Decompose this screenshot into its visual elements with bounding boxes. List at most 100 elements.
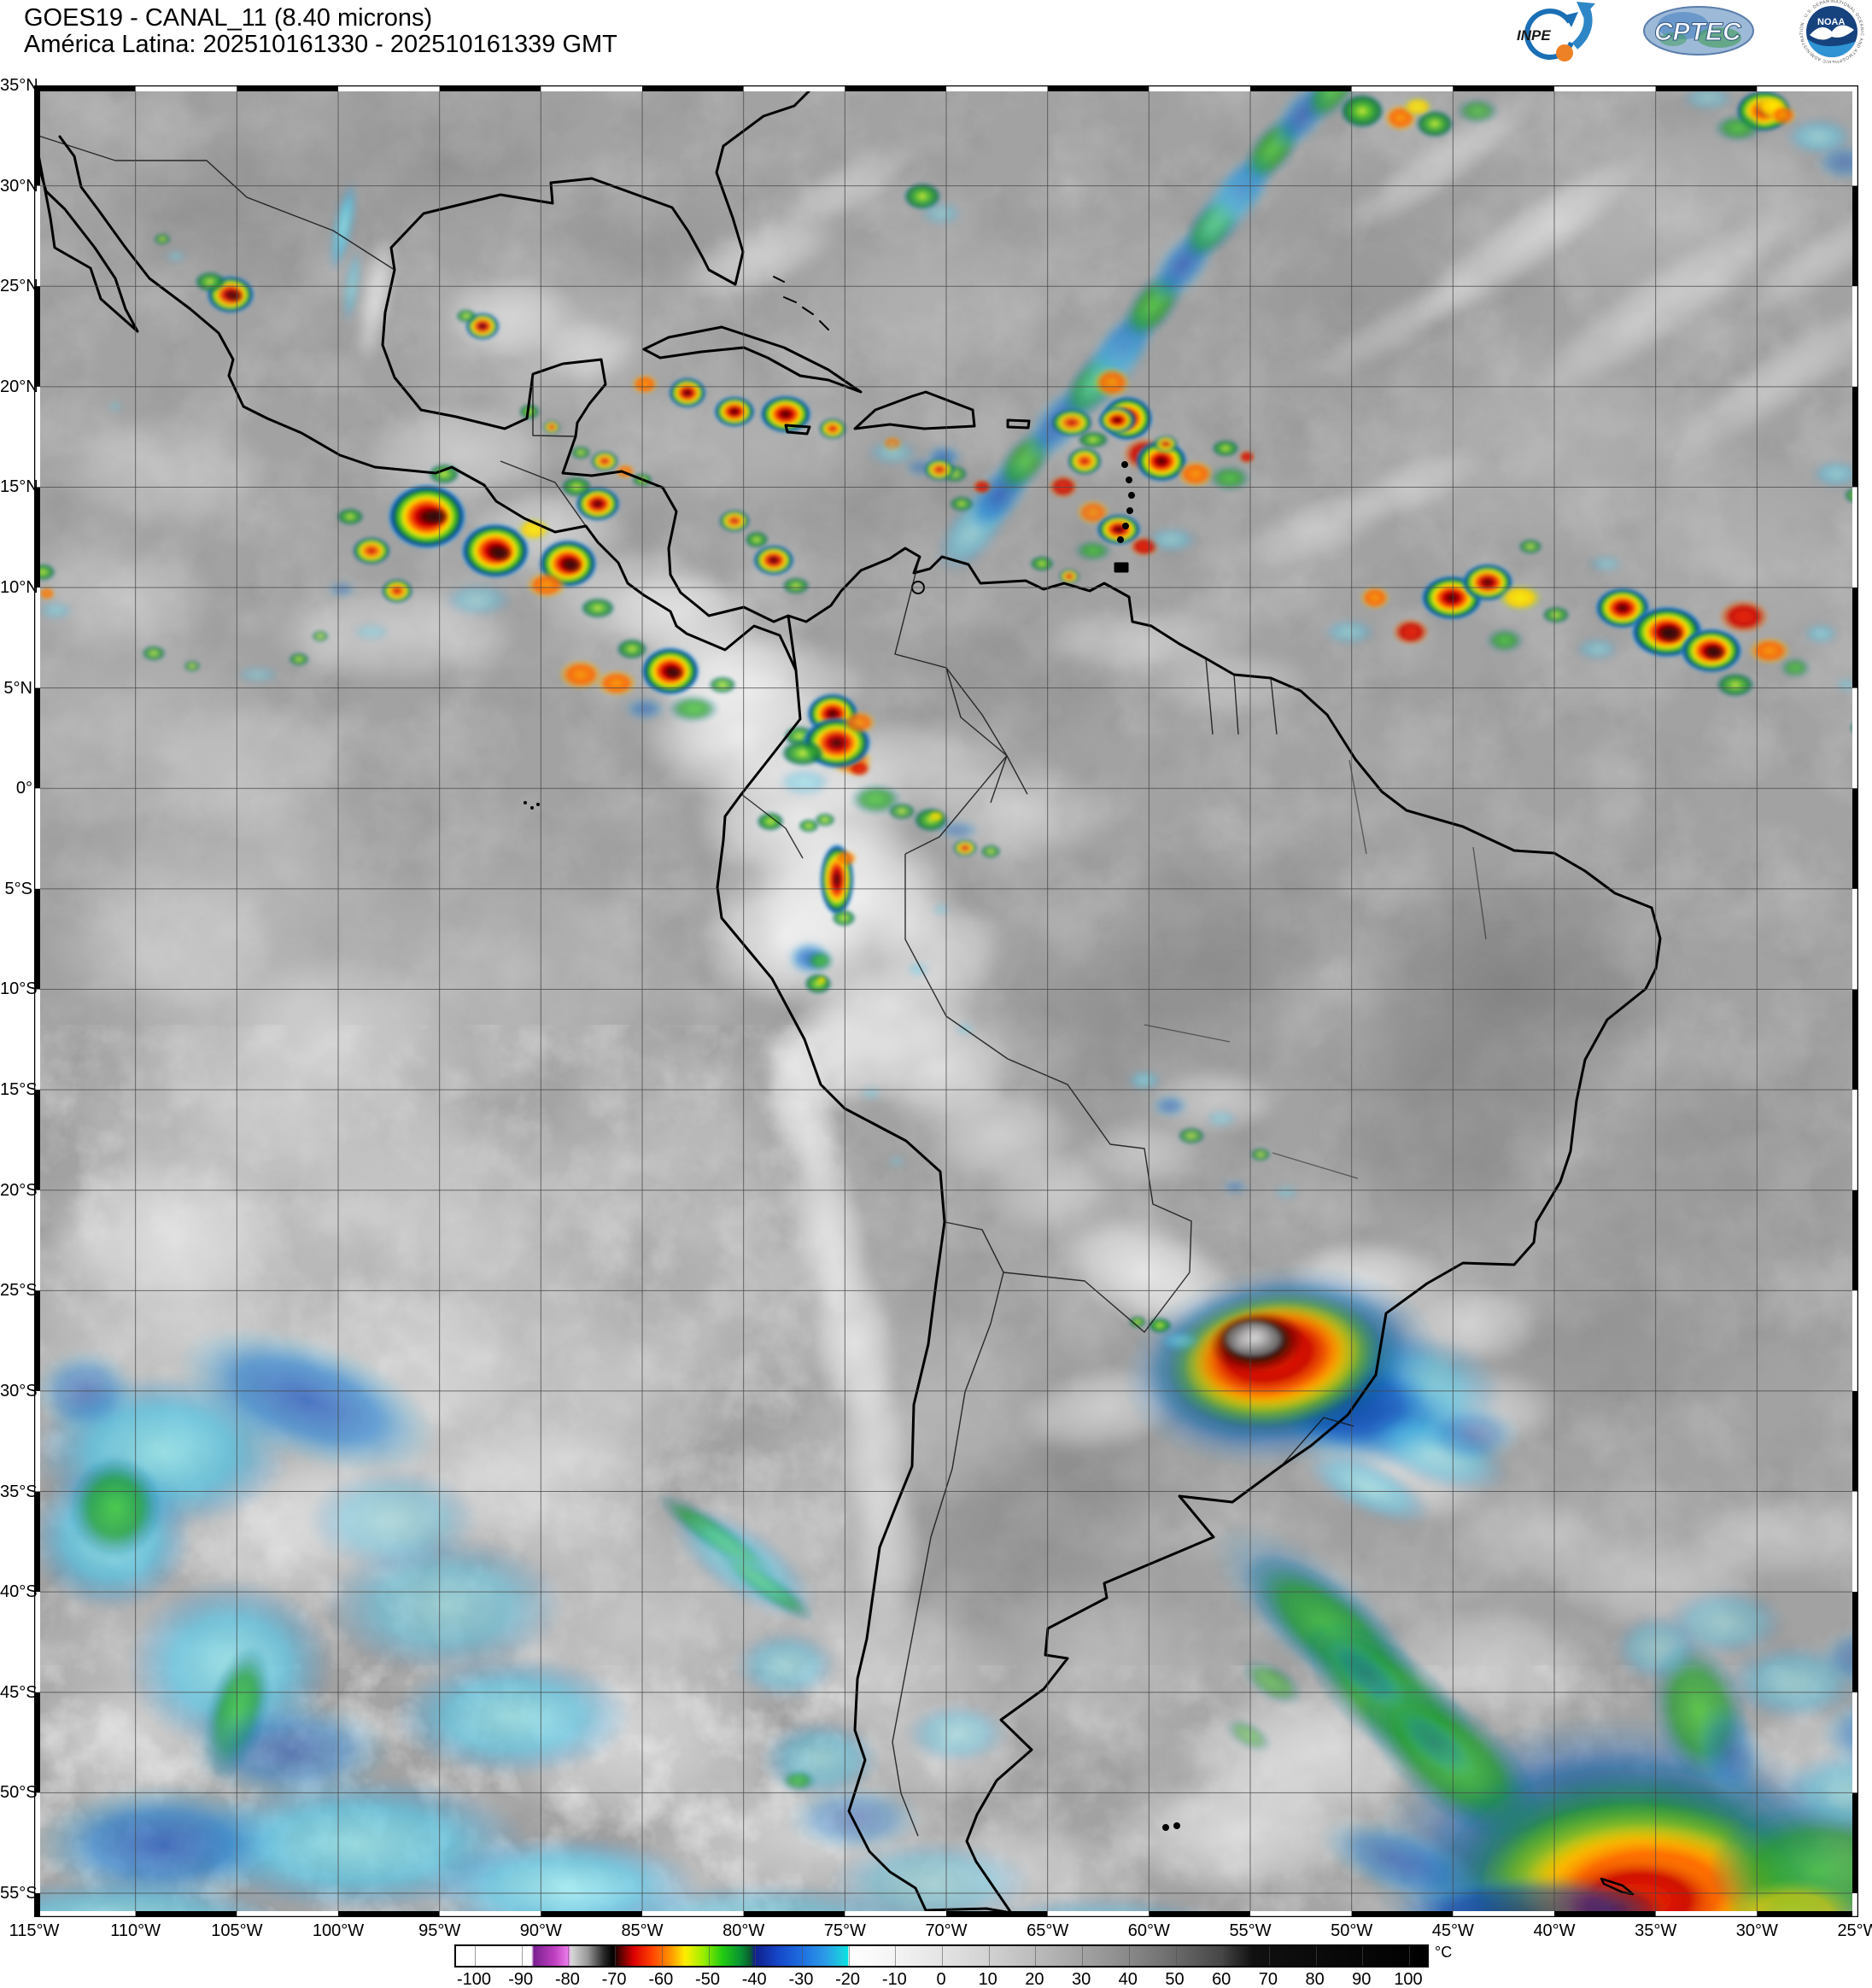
colorbar-tick xyxy=(1268,1946,1270,1966)
frame-segment xyxy=(1047,1911,1150,1917)
cloud-feature-gr xyxy=(1225,1718,1272,1752)
cloud-feature-cy xyxy=(307,1469,478,1571)
border-peru-brazil xyxy=(904,854,1009,1060)
coastline-jamaica xyxy=(784,424,811,436)
colorbar-tick-label: 100 xyxy=(1394,1970,1423,1988)
cloud-feature-gr xyxy=(1208,465,1251,491)
cloud-feature-st xyxy=(1097,514,1141,545)
cloud-feature-cy xyxy=(1206,1110,1237,1127)
frame-segment xyxy=(34,588,40,688)
coastline-layer xyxy=(34,85,1662,1915)
colorbar-tick xyxy=(848,1946,850,1966)
cloud-feature-rd xyxy=(1718,599,1770,634)
frame-segment xyxy=(1453,85,1555,91)
cloud-feature-bl xyxy=(1419,1405,1522,1465)
frame-segment xyxy=(34,1390,40,1492)
cloud-feature-gr xyxy=(1780,658,1811,678)
frame-segment xyxy=(1852,1892,1858,1917)
cloud-feature-gr xyxy=(668,695,719,722)
cloud-feature-bl xyxy=(1819,1697,1858,1770)
frame-segment xyxy=(34,1090,40,1190)
lat-label: 25°S xyxy=(0,1281,38,1301)
cloud-feature-yl xyxy=(927,810,945,822)
agency-logos: INPE CPTEC NOAA NATIONAL OCEANIC AND ATM… xyxy=(1517,0,1864,63)
frame-segment xyxy=(338,85,440,91)
lat-label: 0° xyxy=(15,779,32,798)
colorbar-tick xyxy=(755,1946,757,1966)
frame-segment xyxy=(1047,85,1150,91)
cloud-feature-bl xyxy=(177,1327,438,1474)
lat-label: 20°S xyxy=(0,1180,38,1200)
cloud-feature-dg xyxy=(299,102,572,222)
cloud-feature-cg xyxy=(799,819,819,833)
frame-segment xyxy=(845,1911,947,1917)
frame-segment xyxy=(642,1911,744,1917)
lon-label: 45°W xyxy=(1431,1921,1474,1940)
cloud-feature-cy xyxy=(1576,638,1618,660)
cloud-feature-cy xyxy=(393,1657,632,1776)
colorbar-tick xyxy=(661,1946,663,1966)
colorbar-tick-label: 30 xyxy=(1071,1970,1091,1988)
cloud-feature-cy xyxy=(325,1537,564,1674)
colorbar-tick xyxy=(942,1946,943,1966)
cloud-feature-cg xyxy=(815,813,835,827)
cloud-feature-cy xyxy=(867,440,918,465)
cloud-feature-wh xyxy=(1231,1336,1252,1350)
colorbar-tick xyxy=(568,1946,570,1966)
cloud-feature-bl xyxy=(1815,143,1858,181)
cloud-feature-cg xyxy=(745,531,769,548)
frame-segment xyxy=(439,1911,541,1917)
cloud-feature-cy xyxy=(1812,460,1858,488)
cloud-feature-wh xyxy=(1085,1119,1204,1187)
cloud-feature-cy xyxy=(427,1836,700,1917)
lon-label: 25°W xyxy=(1837,1921,1872,1940)
lon-label: 50°W xyxy=(1331,1921,1373,1940)
frame-segment xyxy=(946,1911,1048,1917)
border-bolivia-chile-argentina xyxy=(944,1221,1004,1324)
lat-label: 40°S xyxy=(0,1582,38,1602)
colorbar-tick xyxy=(1035,1946,1037,1966)
cloud-feature-cg xyxy=(1717,673,1754,697)
cloud-feature-cv xyxy=(1051,409,1092,436)
cloud-feature-cy xyxy=(1187,155,1272,255)
border-brazil-states xyxy=(1144,759,1487,1179)
cloud-feature-wh xyxy=(1529,214,1785,401)
lat-label: 30°S xyxy=(0,1381,38,1400)
frame-segment xyxy=(1852,1692,1858,1793)
frame-segment xyxy=(1554,85,1656,91)
cloud-feature-cg xyxy=(289,652,309,666)
lon-label: 115°W xyxy=(9,1921,60,1940)
frame-segment xyxy=(34,1290,40,1391)
cloud-feature-st xyxy=(753,545,794,576)
frame-segment xyxy=(34,1792,40,1893)
colorbar-tick-label: -90 xyxy=(508,1970,534,1988)
border-guianas xyxy=(1205,658,1278,735)
falkland-islands xyxy=(1162,1822,1180,1831)
colorbar-tick xyxy=(1175,1946,1177,1966)
frame-segment xyxy=(1149,85,1251,91)
frame-segment xyxy=(1852,989,1858,1090)
colorbar-tick-label: 0 xyxy=(936,1970,946,1988)
lat-label: 20°N xyxy=(0,377,38,396)
frame-segment xyxy=(1852,1190,1858,1291)
cloud-feature-cy xyxy=(1804,623,1838,644)
frame-segment xyxy=(1852,788,1858,889)
cloud-feature-wh xyxy=(777,143,914,232)
cloud-feature-rd xyxy=(1238,450,1255,464)
cloud-feature-or xyxy=(1770,105,1797,126)
cloud-feature-cy xyxy=(933,904,950,915)
cloud-feature-wh xyxy=(1144,1067,1281,1136)
cloud-feature-wh xyxy=(1144,649,1315,717)
lat-label: 35°N xyxy=(0,76,38,95)
cloud-feature-cv xyxy=(953,839,977,857)
cloud-feature-cg xyxy=(312,630,329,642)
frame-segment xyxy=(34,1190,40,1291)
lon-label: 40°W xyxy=(1533,1921,1576,1940)
frame-segment xyxy=(1250,1911,1352,1917)
cloud-feature-st xyxy=(714,396,755,427)
cloud-feature-cy xyxy=(1588,555,1623,572)
frame-segment xyxy=(1852,687,1858,789)
colorbar-tick-label: 80 xyxy=(1305,1970,1325,1988)
colorbar-tick-label: 50 xyxy=(1165,1970,1185,1988)
cloud-feature-cg xyxy=(617,639,647,659)
